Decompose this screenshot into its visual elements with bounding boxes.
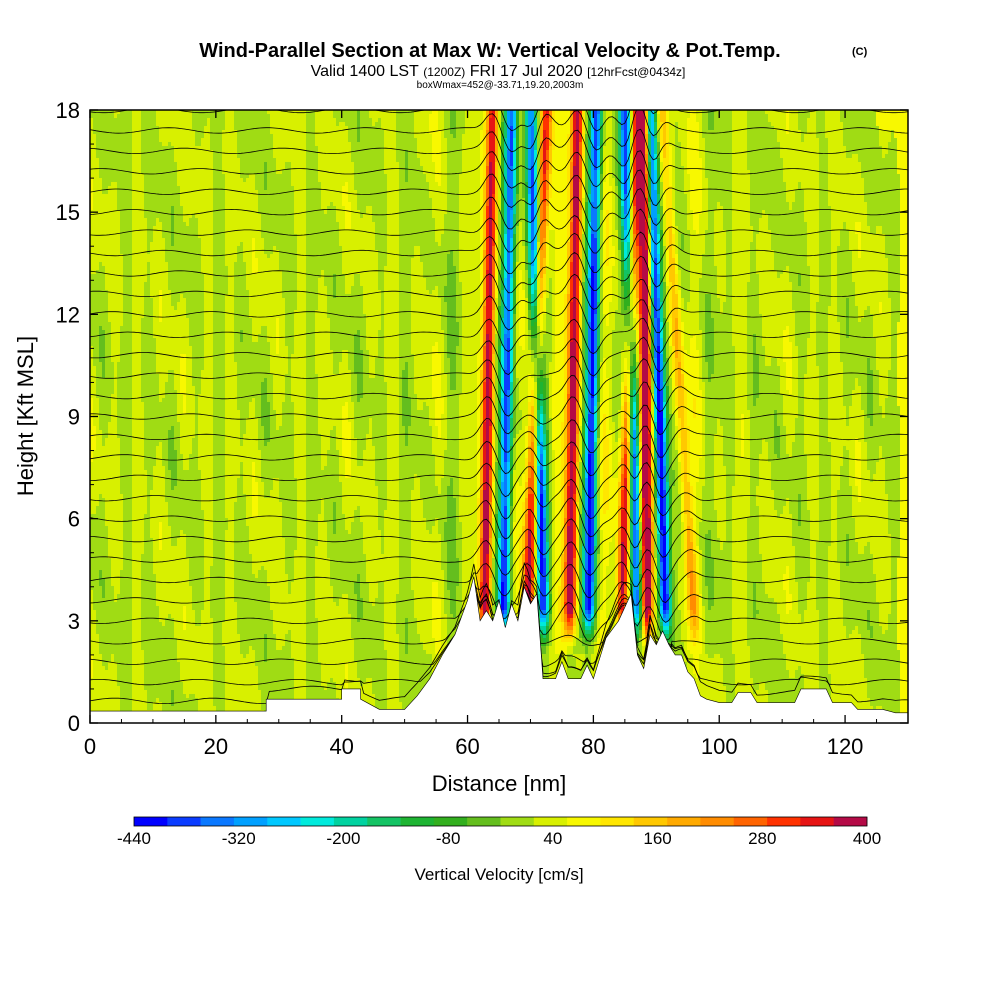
chart-title: Wind-Parallel Section at Max W: Vertical…	[199, 40, 780, 62]
theta-contour	[90, 375, 908, 417]
colorbar-swatch	[567, 817, 601, 826]
colorbar-swatch	[400, 817, 435, 826]
theta-contour	[90, 518, 908, 558]
theta-contour	[90, 150, 908, 189]
x-tick-label: 20	[204, 734, 228, 759]
theta-contour	[90, 540, 908, 581]
x-tick-label: 60	[455, 734, 479, 759]
y-tick-label: 9	[68, 405, 80, 430]
valid-date: FRI 17 Jul 2020	[470, 63, 583, 80]
colorbar-tick-label: -440	[117, 829, 151, 848]
colorbar	[133, 816, 868, 827]
y-tick-label: 3	[68, 609, 80, 634]
colorbar-tick-label: 40	[543, 829, 562, 848]
colorbar-swatch	[633, 817, 668, 826]
colorbar-swatch	[367, 817, 401, 826]
colorbar-swatch	[800, 817, 834, 826]
y-tick-label: 15	[56, 200, 80, 225]
colorbar-swatch	[200, 817, 235, 826]
colorbar-swatch	[300, 817, 335, 826]
theta-contour	[90, 110, 908, 153]
colorbar-ticks: -440 -320 -200 -80 40 160 280 400	[117, 829, 881, 848]
colorbar-tick-label: -320	[222, 829, 256, 848]
x-tick-label: 40	[329, 734, 353, 759]
colorbar-swatch	[167, 817, 201, 826]
theta-contour	[90, 317, 908, 355]
theta-contour	[90, 169, 908, 209]
theta-contour	[90, 273, 908, 312]
colorbar-swatch	[600, 817, 635, 826]
colorbar-swatch	[533, 817, 568, 826]
y-tick-label: 6	[68, 507, 80, 532]
valid-time: Valid 1400 LST	[311, 63, 419, 80]
theta-contour	[90, 478, 908, 520]
colorbar-swatch	[333, 817, 368, 826]
theta-contour	[90, 336, 908, 377]
y-tick-label: 12	[56, 302, 80, 327]
theta-contour	[90, 252, 908, 294]
colorbar-tick-label: 160	[643, 829, 671, 848]
colorbar-swatch	[467, 817, 501, 826]
theta-contour	[90, 396, 908, 436]
colorbar-tick-label: 280	[748, 829, 776, 848]
theta-contour	[90, 295, 908, 334]
theta-contour	[90, 417, 908, 458]
colorbar-tick-label: -200	[326, 829, 360, 848]
x-tick-label: 0	[84, 734, 96, 759]
theta-contour	[90, 497, 908, 540]
theta-contour	[90, 188, 908, 232]
valid-time-utc: (1200Z)	[423, 65, 465, 79]
colorbar-swatch	[767, 817, 801, 826]
colorbar-swatch	[667, 817, 701, 826]
colorbar-swatch	[233, 817, 268, 826]
colorbar-swatch	[433, 817, 468, 826]
colorbar-label: Vertical Velocity [cm/s]	[414, 865, 583, 884]
colorbar-tick-label: -80	[436, 829, 461, 848]
theta-contour	[90, 128, 908, 171]
y-tick-label: 18	[56, 98, 80, 123]
colorbar-swatch	[733, 817, 768, 826]
vertical-velocity-field	[90, 110, 900, 723]
theta-contour	[90, 460, 908, 499]
y-axis: 0 3 6 9 12 15 18	[56, 98, 908, 736]
forecast-info: [12hrFcst@0434z]	[587, 65, 685, 79]
y-axis-label: Height [Kft MSL]	[13, 336, 38, 496]
valid-time-line: Valid 1400 LST (1200Z) FRI 17 Jul 2020 […	[311, 63, 686, 80]
x-tick-label: 80	[581, 734, 605, 759]
title-mark: (C)	[852, 46, 868, 58]
terrain-mask	[90, 576, 908, 723]
colorbar-swatch	[267, 817, 301, 826]
x-tick-label: 120	[827, 734, 864, 759]
colorbar-swatch	[833, 817, 868, 826]
colorbar-swatch	[134, 817, 168, 826]
plot-area	[90, 110, 908, 723]
colorbar-tick-label: 400	[853, 829, 881, 848]
colorbar-frame	[133, 816, 868, 827]
box-wmax-line: boxWmax=452@-33.71,19.20,2003m	[417, 80, 584, 91]
y-tick-label: 0	[68, 711, 80, 736]
colorbar-swatch	[700, 817, 735, 826]
x-tick-label: 100	[701, 734, 738, 759]
x-axis-label: Distance [nm]	[432, 771, 567, 796]
theta-contour	[90, 208, 908, 254]
theta-contour	[90, 561, 908, 603]
theta-contour	[90, 440, 908, 480]
colorbar-swatch	[500, 817, 535, 826]
theta-contour	[90, 231, 908, 275]
x-axis: 0 20 40 60 80 100 120	[84, 110, 909, 759]
theta-contour	[90, 356, 908, 397]
